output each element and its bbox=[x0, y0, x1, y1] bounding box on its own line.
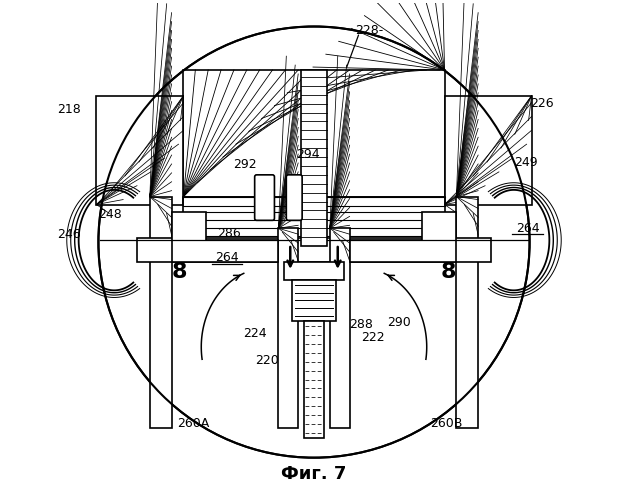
Text: 290: 290 bbox=[387, 316, 411, 328]
Text: 292: 292 bbox=[233, 158, 257, 172]
Text: 224: 224 bbox=[243, 326, 266, 340]
Text: 226: 226 bbox=[529, 97, 553, 110]
Text: 228-: 228- bbox=[355, 24, 384, 37]
Text: 286: 286 bbox=[217, 226, 241, 239]
Text: 218: 218 bbox=[57, 103, 80, 116]
Text: 260A: 260A bbox=[177, 416, 210, 430]
Bar bbox=[150, 196, 171, 428]
Bar bbox=[183, 196, 445, 240]
Text: 260B: 260B bbox=[430, 416, 463, 430]
Bar bbox=[330, 228, 350, 428]
Bar bbox=[97, 96, 183, 204]
Polygon shape bbox=[171, 212, 278, 262]
FancyBboxPatch shape bbox=[255, 175, 274, 220]
Bar bbox=[304, 321, 324, 438]
Text: 220: 220 bbox=[255, 354, 278, 368]
FancyBboxPatch shape bbox=[286, 175, 302, 220]
Text: Фиг. 7: Фиг. 7 bbox=[281, 466, 347, 483]
Bar bbox=[137, 238, 491, 262]
Text: 294: 294 bbox=[296, 148, 320, 160]
Text: 8: 8 bbox=[441, 262, 456, 282]
Text: 264: 264 bbox=[516, 222, 539, 234]
Text: 246: 246 bbox=[57, 228, 80, 240]
Bar bbox=[292, 280, 336, 321]
Bar bbox=[301, 70, 327, 246]
Text: 8: 8 bbox=[172, 262, 187, 282]
Bar bbox=[278, 228, 298, 428]
Bar bbox=[183, 70, 445, 196]
Bar bbox=[445, 96, 531, 204]
Text: 288: 288 bbox=[350, 318, 374, 330]
Bar bbox=[284, 262, 344, 280]
Bar bbox=[457, 196, 478, 428]
Text: 249: 249 bbox=[514, 156, 538, 170]
Text: 264: 264 bbox=[215, 252, 239, 264]
Text: 222: 222 bbox=[362, 330, 385, 344]
Circle shape bbox=[99, 26, 529, 458]
Text: 248: 248 bbox=[99, 208, 122, 221]
Polygon shape bbox=[350, 212, 457, 262]
